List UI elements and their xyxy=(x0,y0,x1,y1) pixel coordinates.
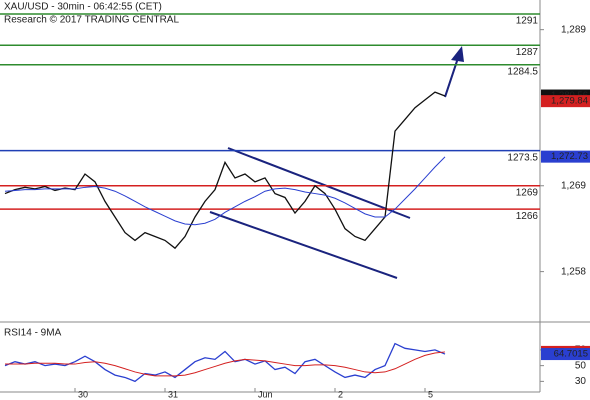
price-tag-label: 64.7015 xyxy=(554,349,588,360)
level-label: 1269 xyxy=(516,187,539,198)
channel-upper xyxy=(227,147,411,219)
y-tick-label: 1,258 xyxy=(561,266,586,277)
price-tag xyxy=(541,348,590,361)
y-tick-label: 50 xyxy=(575,360,587,371)
series-line xyxy=(5,351,446,377)
price-tag-label: 1,279.84 xyxy=(551,96,588,107)
x-tick-label: 30 xyxy=(78,389,88,399)
y-tick-label: 30 xyxy=(575,376,587,387)
y-tick-label: 1,269 xyxy=(561,180,586,191)
level-label: 1284.5 xyxy=(507,66,538,77)
price-tag xyxy=(541,95,590,108)
level-label: 1266 xyxy=(516,211,539,222)
price-tag xyxy=(541,150,590,163)
x-tick-label: 2 xyxy=(338,389,343,399)
level-label: 1291 xyxy=(516,16,539,27)
x-tick-label: 31 xyxy=(168,389,178,399)
level-label: 1273.5 xyxy=(507,152,538,163)
level-label: 1287 xyxy=(516,47,539,58)
rsi-title: RSI14 - 9MA xyxy=(4,328,62,339)
chart-title: XAU/USD - 30min - 06:42:55 (CET) xyxy=(4,2,162,13)
price-tag-label: 1,272.73 xyxy=(551,151,588,162)
arrow-head xyxy=(451,46,464,62)
chart-subtitle: Research © 2017 TRADING CENTRAL xyxy=(4,15,179,26)
x-tick-label: 5 xyxy=(428,389,433,399)
x-tick-label: Jun xyxy=(258,389,273,399)
series-line xyxy=(4,91,446,250)
y-tick-label: 1,289 xyxy=(561,24,586,35)
series-line xyxy=(4,156,446,226)
channel-lower xyxy=(209,211,398,279)
